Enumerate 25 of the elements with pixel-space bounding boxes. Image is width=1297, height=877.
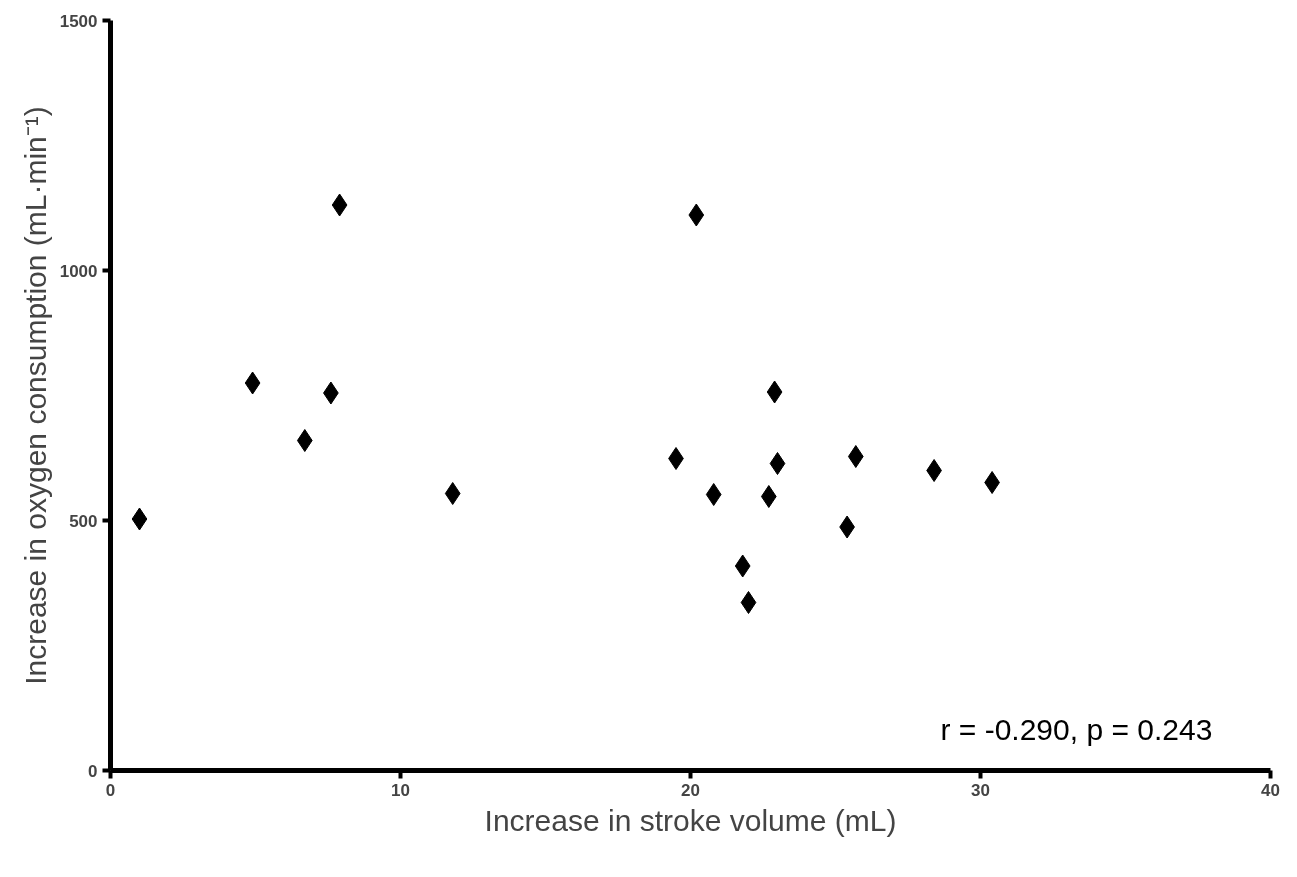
point [131,507,148,531]
y-tick-label: 500 [69,511,98,531]
point [688,203,705,227]
point [766,380,783,404]
x-axis-title: Increase in stroke volume (mL) [484,803,897,837]
y-axis-title: Increase in oxygen consumption (mL·min⁻¹) [18,106,52,685]
x-tick-label: 10 [391,780,410,800]
point [740,591,757,614]
x-tick-label: 0 [105,780,116,800]
point [769,452,786,475]
point [847,445,864,468]
y-tick-label: 0 [88,761,98,781]
point [734,554,751,578]
point [244,371,261,395]
annotation: r = -0.290, p = 0.243 [940,712,1213,746]
point [331,193,348,217]
y-tick-label: 1500 [59,11,98,31]
x-tick-label: 40 [1261,780,1280,800]
point [296,429,313,452]
point [705,483,722,506]
y-tick-label: 1000 [59,261,98,281]
point [444,482,461,505]
x-tick-label: 30 [971,780,990,800]
point [760,485,777,508]
x-tick-label: 20 [681,780,700,800]
